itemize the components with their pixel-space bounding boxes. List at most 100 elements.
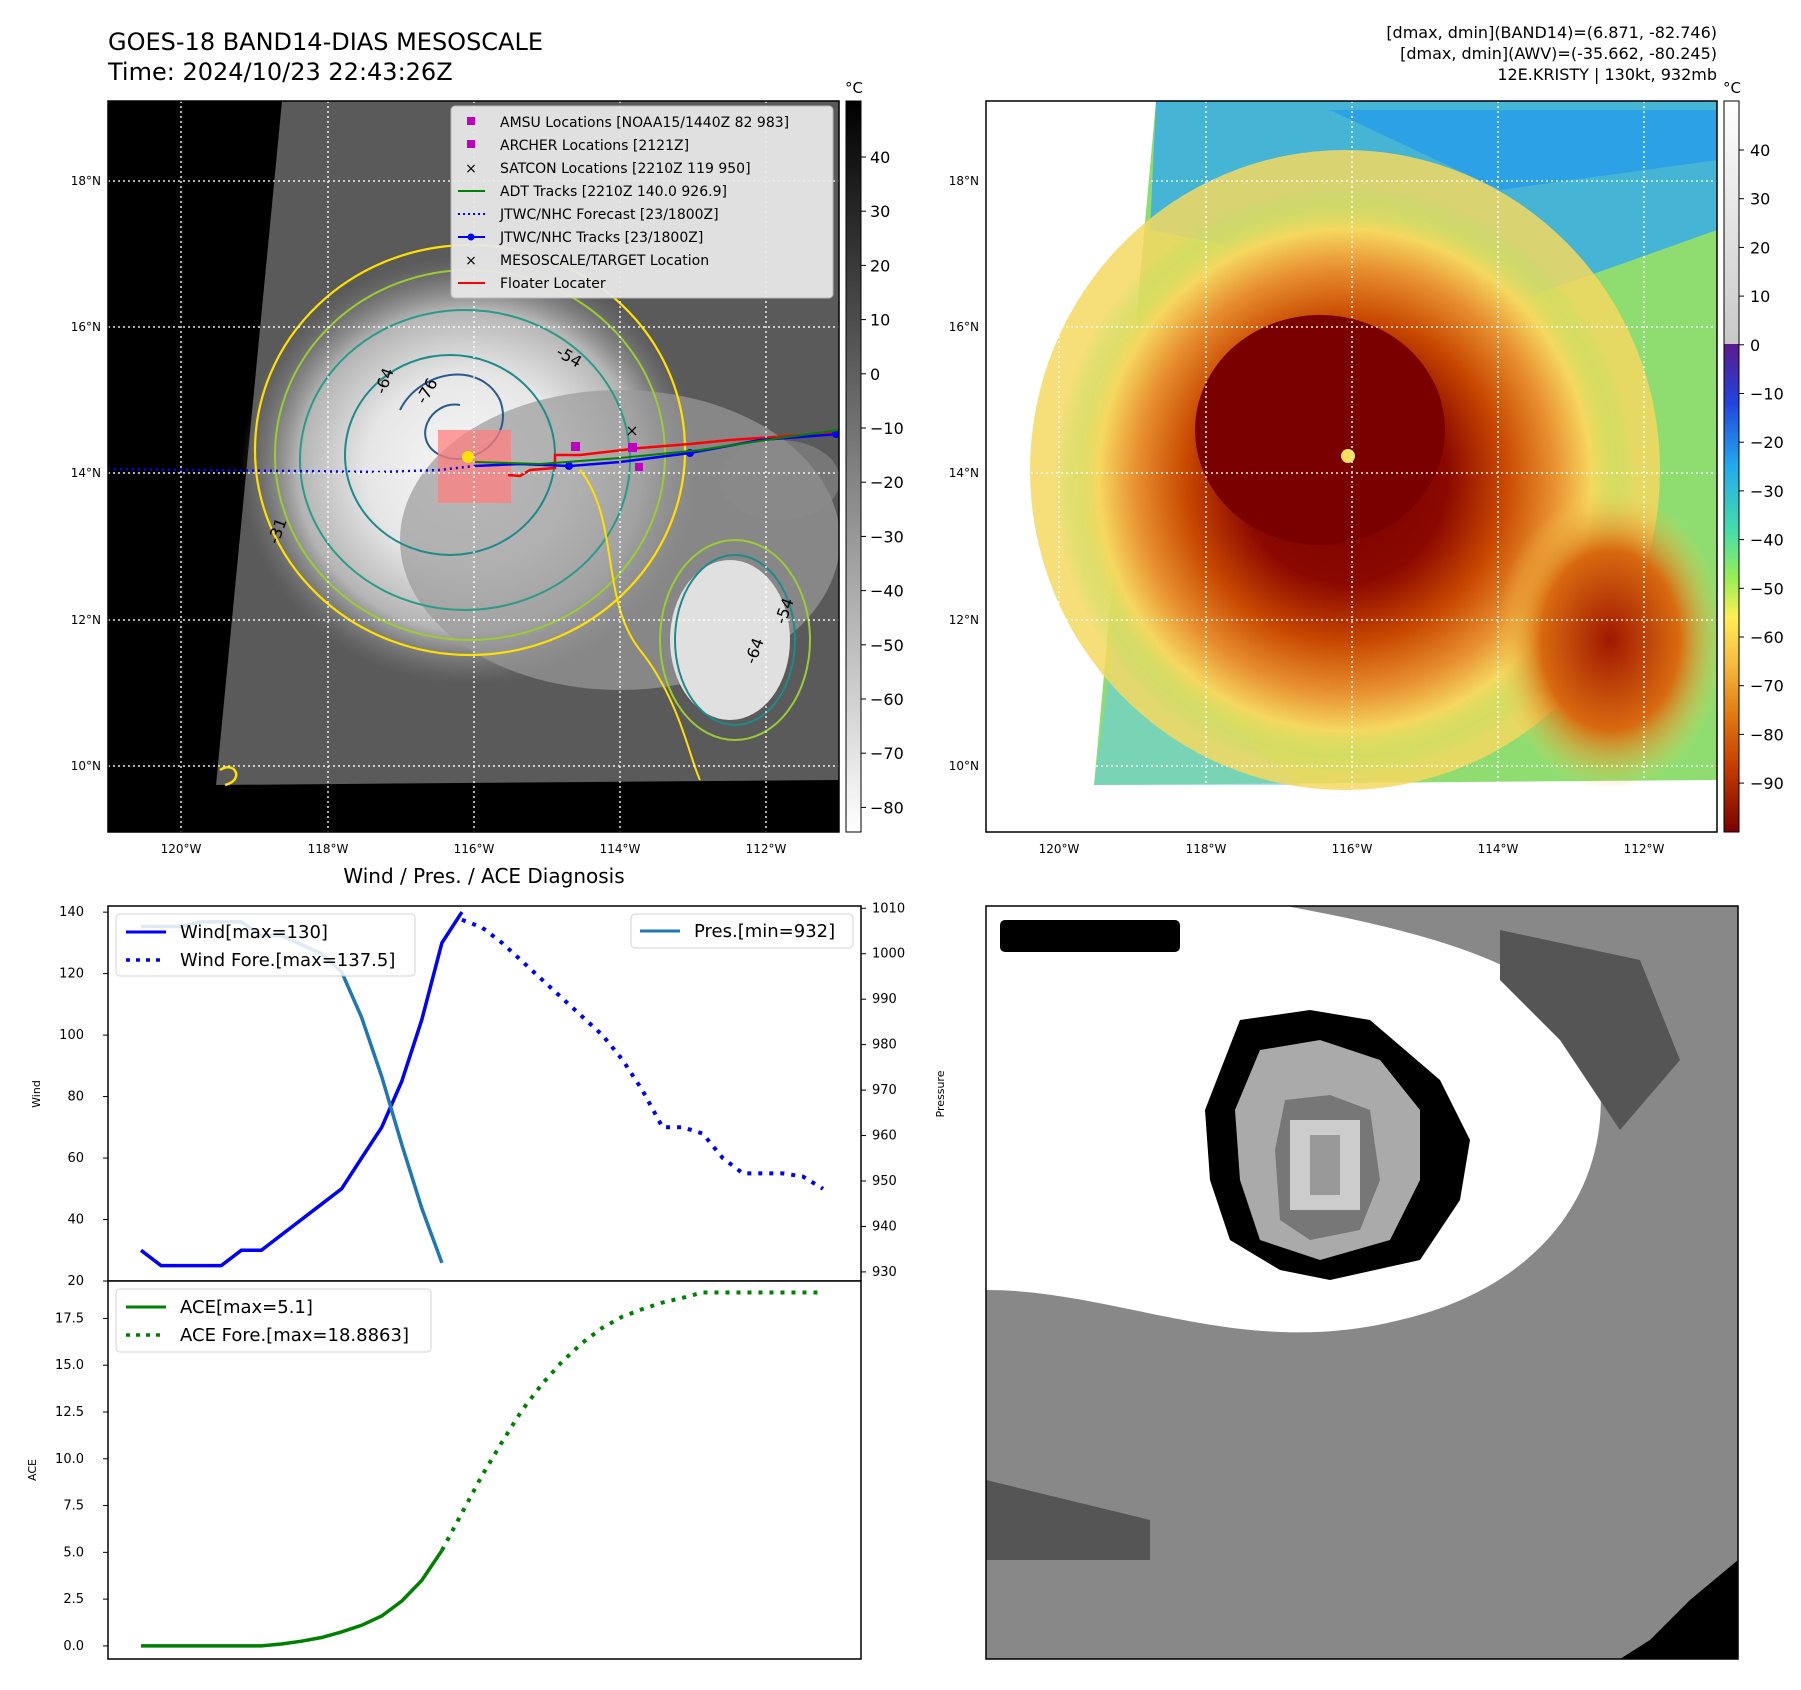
colorbar-tick-label: −70 bbox=[870, 744, 904, 763]
legend-adt-label: ADT Tracks [2210Z 140.0 926.9] bbox=[500, 184, 727, 200]
wind-axis-label: Wind bbox=[30, 1080, 43, 1108]
colorbar-tick-label: 30 bbox=[1750, 190, 1770, 209]
map-axis-labels: 18°N 18°N 16°N 16°N 14°N 14°N 12°N 12°N 10°N 10°N… bbox=[71, 174, 1665, 856]
pressure-tick-label: 1010 bbox=[872, 901, 905, 916]
colorbar-tick-label: 0 bbox=[1750, 336, 1760, 355]
wind-tick-label: 20 bbox=[67, 1274, 84, 1289]
legend-tracks-dot bbox=[467, 233, 475, 241]
wind-legend: Wind[max=130] Wind Fore.[max=137.5] bbox=[115, 913, 416, 977]
colorbar-tick-label: −10 bbox=[1750, 385, 1784, 404]
colorbar-tick-label: −50 bbox=[870, 636, 904, 655]
adt-track bbox=[473, 429, 839, 466]
legend-archer-marker bbox=[467, 140, 475, 148]
legend-wind-forecast-label: Wind Fore.[max=137.5] bbox=[180, 950, 395, 971]
legend-forecast-label: JTWC/NHC Forecast [23/1800Z] bbox=[499, 207, 719, 223]
ace-tick-label: 0.0 bbox=[63, 1639, 84, 1654]
awv-colorbar-ticks: 40 30 20 10 0 −10 −20 −30 −40 −50 −60 −70 −80 −90 bbox=[1739, 141, 1784, 793]
legend-amsu-label: AMSU Locations [NOAA15/1440Z 82 983] bbox=[500, 115, 789, 131]
ir-map-panel: -54 -64 -76 -64 -54 -31 × bbox=[107, 79, 904, 833]
awv-colorbar-negative bbox=[1724, 344, 1739, 832]
pressure-tick-label: 1000 bbox=[872, 947, 905, 962]
awv-colorbar-positive bbox=[1724, 101, 1739, 344]
floater-locater-track bbox=[507, 430, 839, 478]
lat-label: 10°N bbox=[949, 759, 979, 773]
figure-time: Time: 2024/10/23 22:43:26Z bbox=[107, 58, 453, 86]
colorbar-tick-label: 20 bbox=[1750, 238, 1770, 257]
ace-legend: ACE[max=5.1] ACE Fore.[max=18.8863] bbox=[115, 1288, 432, 1353]
legend-satcon-marker: × bbox=[465, 161, 477, 177]
lat-label: 16°N bbox=[71, 320, 101, 334]
archer-location-marker bbox=[628, 443, 637, 452]
colorbar-tick-label: 0 bbox=[870, 365, 880, 384]
wmg-panel: WMG Count: 0 bbox=[985, 905, 1739, 1660]
lon-label: 120°W bbox=[1039, 842, 1080, 856]
ace-tick-label: 15.0 bbox=[55, 1358, 84, 1373]
ir-colorbar-unit: °C bbox=[845, 79, 863, 97]
legend-wind-label: Wind[max=130] bbox=[180, 922, 328, 943]
colorbar-tick-label: −80 bbox=[1750, 725, 1784, 744]
wind-tick-label: 140 bbox=[59, 905, 84, 920]
colorbar-tick-label: −50 bbox=[1750, 579, 1784, 598]
legend-target-label: MESOSCALE/TARGET Location bbox=[500, 253, 709, 269]
lon-label: 116°W bbox=[454, 842, 495, 856]
lat-label: 14°N bbox=[71, 466, 101, 480]
lon-label: 112°W bbox=[746, 842, 787, 856]
awv-gridlines bbox=[986, 101, 1717, 832]
copyright-text: Copyright © 2020-2024 Dapiya bbox=[112, 810, 391, 829]
colorbar-tick-label: −30 bbox=[870, 527, 904, 546]
pressure-y-ticks: 1010 1000 990 980 970 960 950 940 930 bbox=[861, 901, 905, 1280]
pressure-legend: Pres.[min=932] bbox=[630, 913, 854, 949]
awv-map-panel: °C 40 30 20 10 0 −10 −20 −30 −40 −50 −60 −70 −80 −90 bbox=[985, 79, 1784, 833]
legend-satcon-label: SATCON Locations [2210Z 119 950] bbox=[500, 161, 751, 177]
ace-series-group bbox=[141, 1290, 823, 1648]
colorbar-tick-label: −40 bbox=[870, 582, 904, 601]
lon-label: 120°W bbox=[161, 842, 202, 856]
series-wind bbox=[139, 911, 464, 1268]
wind-tick-label: 100 bbox=[59, 1028, 84, 1043]
colorbar-tick-label: −20 bbox=[1750, 433, 1784, 452]
pressure-tick-label: 930 bbox=[872, 1265, 897, 1280]
lon-label: 114°W bbox=[1478, 842, 1519, 856]
ir-legend: AMSU Locations [NOAA15/1440Z 82 983] ARC… bbox=[450, 105, 834, 299]
legend-ace-forecast-label: ACE Fore.[max=18.8863] bbox=[180, 1325, 409, 1346]
colorbar-tick-label: 10 bbox=[1750, 287, 1770, 306]
ace-chart: ACE 17.5 15.0 12.5 10.0 7.5 5.0 2.5 0.0 ACE[max… bbox=[26, 1280, 862, 1660]
diagnosis-title: Wind / Pres. / ACE Diagnosis bbox=[343, 864, 624, 888]
pressure-tick-label: 950 bbox=[872, 1174, 897, 1189]
legend-amsu-marker bbox=[467, 117, 475, 125]
pressure-tick-label: 940 bbox=[872, 1219, 897, 1234]
colorbar-tick-label: −60 bbox=[1750, 628, 1784, 647]
pressure-axis-label: Pressure bbox=[934, 1070, 947, 1117]
lon-label: 112°W bbox=[1624, 842, 1665, 856]
ace-y-ticks: 17.5 15.0 12.5 10.0 7.5 5.0 2.5 0.0 bbox=[55, 1311, 108, 1654]
awv-storm-eye bbox=[1341, 449, 1355, 463]
colorbar-tick-label: −90 bbox=[1750, 774, 1784, 793]
colorbar-tick-label: −10 bbox=[870, 419, 904, 438]
ace-tick-label: 10.0 bbox=[55, 1452, 84, 1467]
ace-tick-label: 5.0 bbox=[63, 1545, 84, 1560]
jtwc-track-point bbox=[832, 430, 839, 438]
legend-floater-label: Floater Locater bbox=[500, 276, 606, 292]
lon-label: 118°W bbox=[308, 842, 349, 856]
jtwc-forecast-track bbox=[108, 464, 475, 474]
wmg-count-text: WMG Count: 0 bbox=[1014, 926, 1167, 948]
colorbar-tick-label: 40 bbox=[1750, 141, 1770, 160]
lat-label: 12°N bbox=[71, 613, 101, 627]
ace-tick-label: 7.5 bbox=[63, 1499, 84, 1514]
storm-eye bbox=[462, 451, 474, 463]
pressure-tick-label: 960 bbox=[872, 1129, 897, 1144]
archer-location-marker bbox=[635, 463, 643, 471]
colorbar-tick-label: −30 bbox=[1750, 482, 1784, 501]
ace-tick-label: 2.5 bbox=[63, 1592, 84, 1607]
lon-label: 118°W bbox=[1186, 842, 1227, 856]
pressure-tick-label: 980 bbox=[872, 1038, 897, 1053]
series-ace bbox=[141, 1549, 444, 1648]
series-ace-fore bbox=[440, 1290, 823, 1552]
figure-title: GOES-18 BAND14-DIAS MESOSCALE bbox=[108, 28, 543, 56]
colorbar-tick-label: 40 bbox=[870, 148, 890, 167]
ace-tick-label: 12.5 bbox=[55, 1405, 84, 1420]
colorbar-tick-label: −80 bbox=[870, 798, 904, 817]
wind-tick-label: 120 bbox=[59, 967, 84, 982]
lat-label: 12°N bbox=[949, 613, 979, 627]
